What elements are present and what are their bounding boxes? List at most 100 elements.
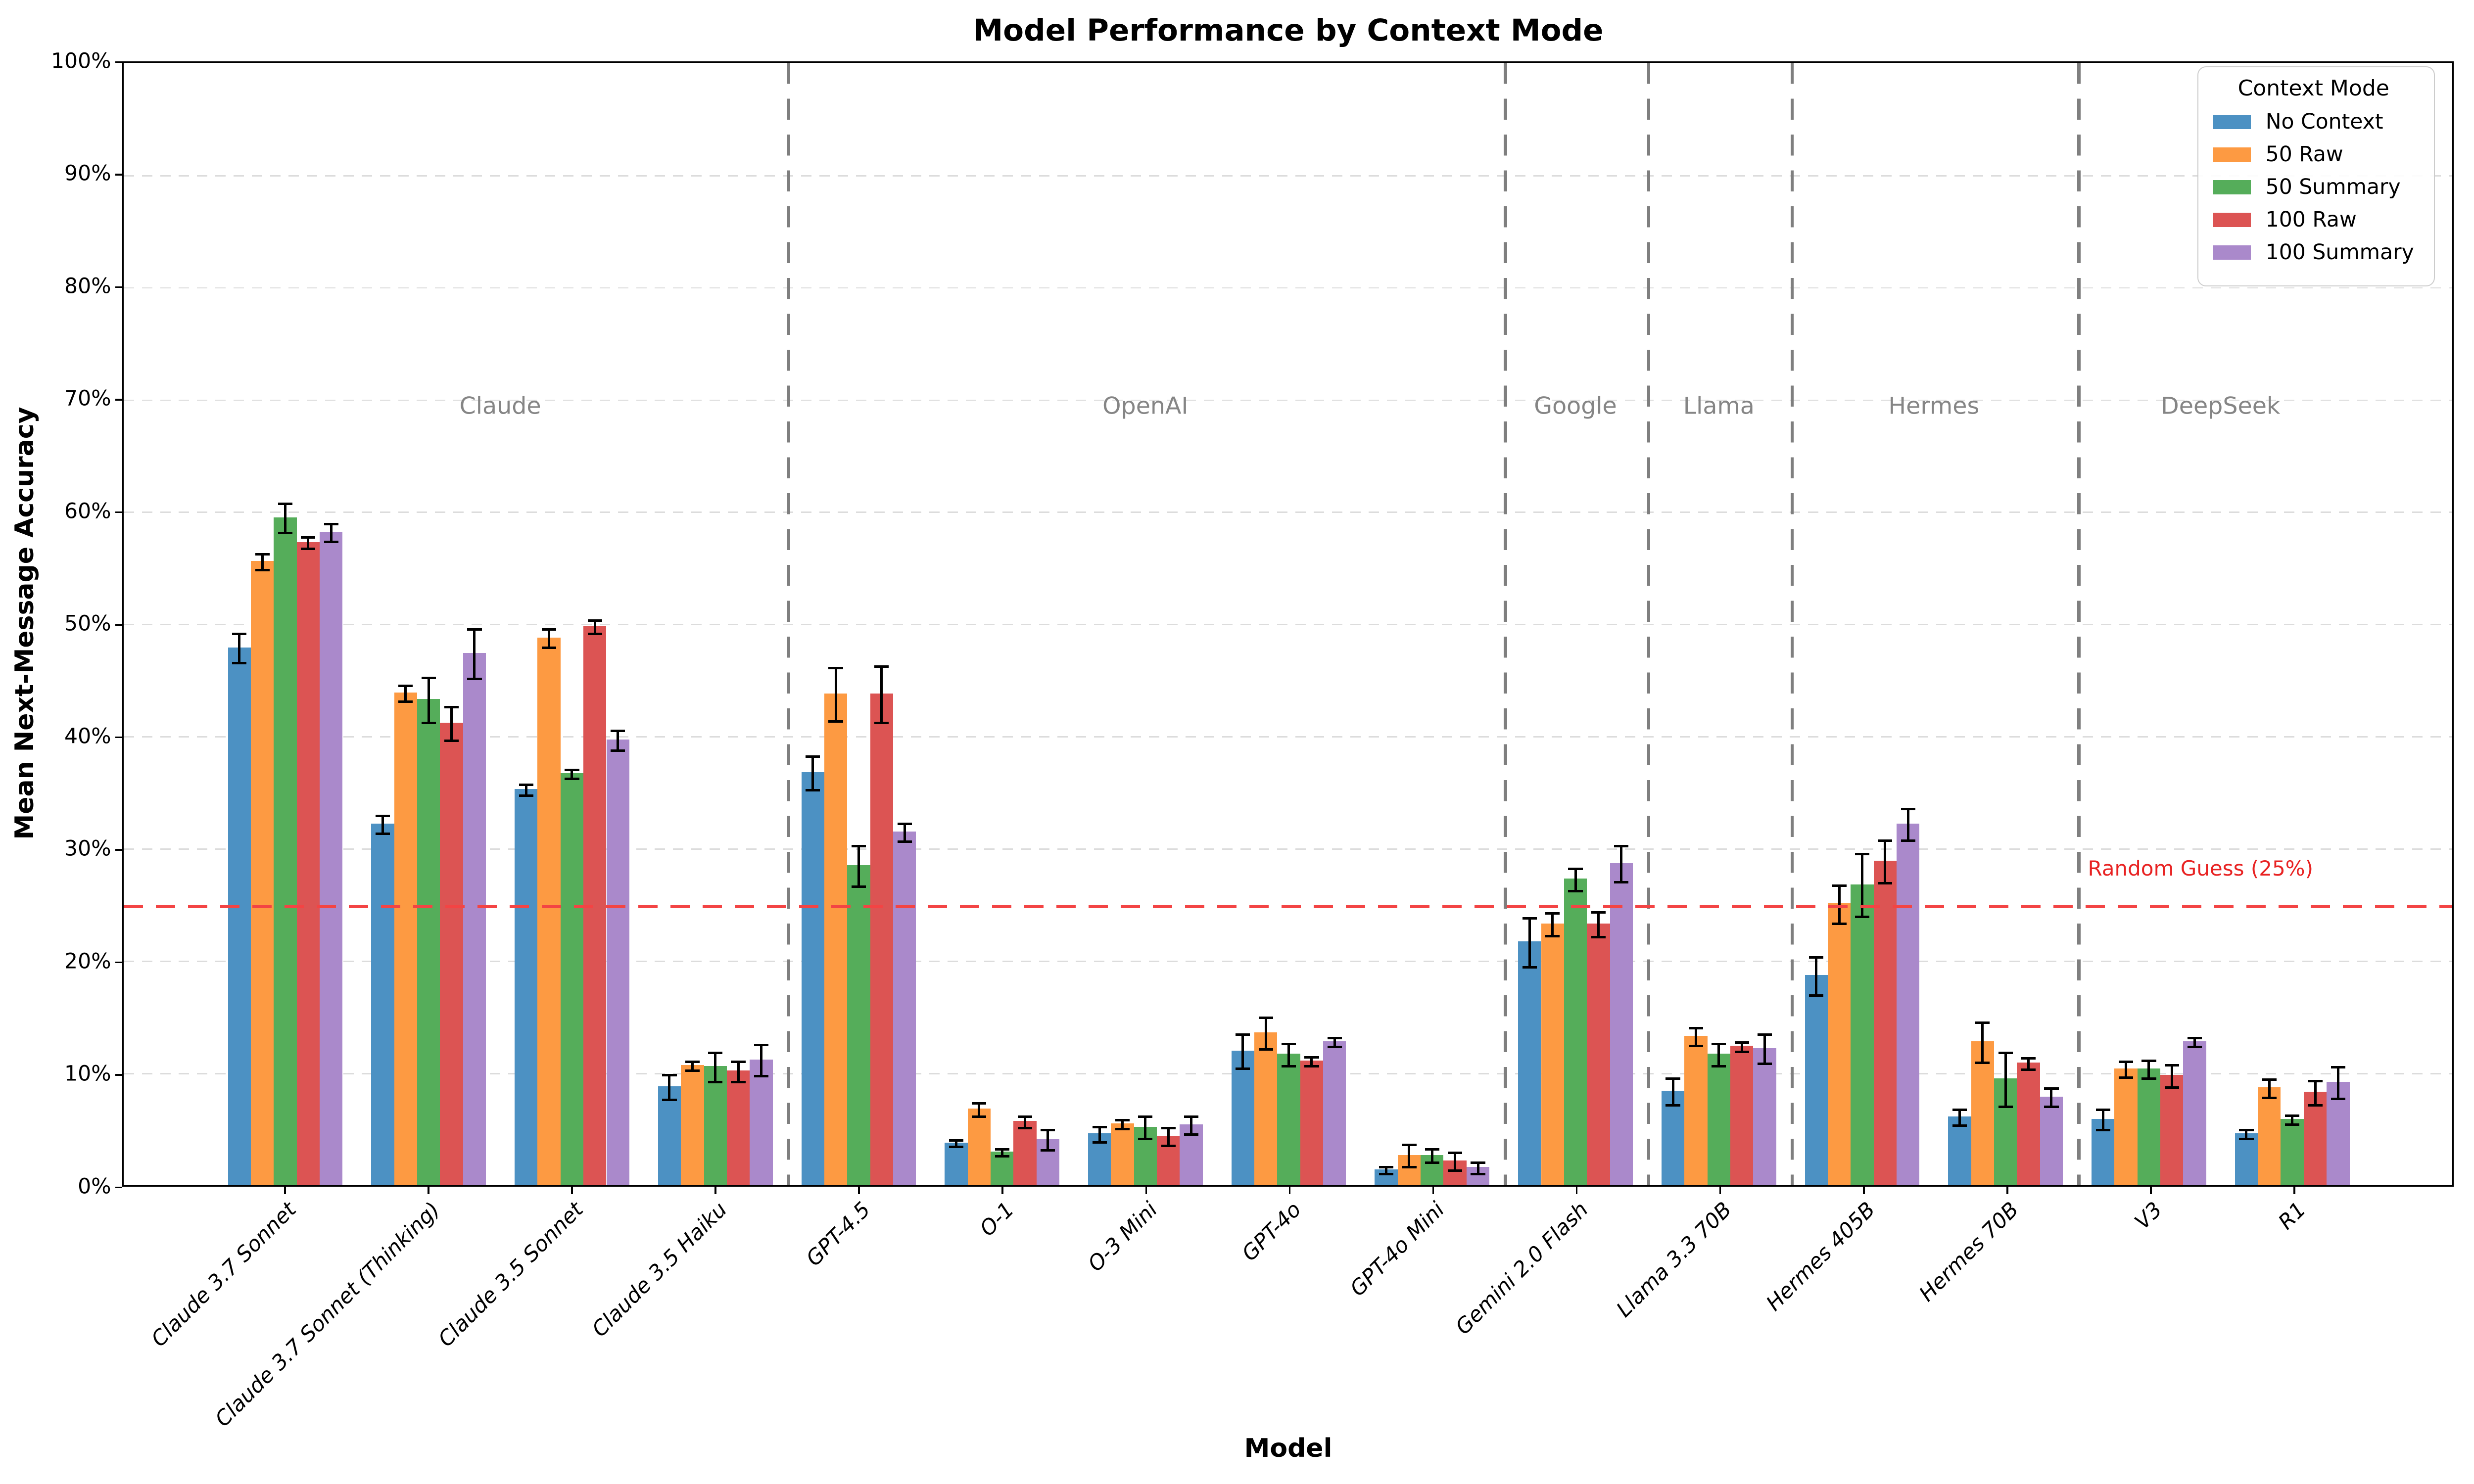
error-bar-cap	[1757, 1033, 1772, 1036]
bar	[1971, 1041, 1995, 1185]
error-bar-cap	[587, 619, 602, 622]
vendor-separator	[1790, 62, 1794, 1185]
legend-swatch	[2213, 245, 2251, 260]
error-bar-cap	[1425, 1148, 1439, 1151]
bar	[1231, 1050, 1255, 1185]
error-bar-cap	[467, 678, 482, 681]
error-bar-line	[2027, 1057, 2030, 1068]
error-bar-cap	[519, 794, 533, 797]
error-bar-cap	[2044, 1087, 2059, 1090]
error-bar-cap	[2262, 1096, 2277, 1099]
bar	[1730, 1046, 1754, 1185]
vendor-group-label: Google	[1534, 392, 1617, 420]
error-bar-cap	[1041, 1129, 1055, 1132]
error-bar-cap	[255, 569, 270, 572]
gridline	[124, 624, 2452, 626]
error-bar-cap	[1614, 881, 1629, 883]
error-bar-cap	[1282, 1042, 1296, 1045]
error-bar-cap	[1591, 911, 1606, 914]
bar	[320, 532, 343, 1185]
error-bar-line	[2268, 1078, 2271, 1097]
error-bar-line	[880, 665, 883, 722]
error-bar-cap	[1568, 890, 1583, 893]
error-bar-line	[1000, 1148, 1003, 1155]
error-bar-cap	[1115, 1128, 1130, 1131]
error-bar-cap	[1379, 1172, 1394, 1175]
error-bar-line	[2125, 1060, 2128, 1076]
y-tick-label: 30%	[64, 836, 111, 861]
error-bar-line	[261, 553, 264, 569]
error-bar-cap	[2308, 1104, 2323, 1107]
error-bar-cap	[1402, 1143, 1417, 1146]
bar	[1707, 1054, 1730, 1185]
bar	[2017, 1063, 2040, 1185]
error-bar-line	[1098, 1125, 1101, 1142]
error-bar-cap	[1092, 1125, 1107, 1128]
error-bar-line	[2004, 1051, 2007, 1106]
error-bar-cap	[1998, 1105, 2013, 1108]
bar	[296, 542, 320, 1185]
error-bar-cap	[1184, 1133, 1199, 1136]
error-bar-cap	[754, 1075, 768, 1078]
error-bar-cap	[2141, 1059, 2156, 1062]
x-tick	[714, 1186, 716, 1194]
x-tick-label: Hermes 405B	[1761, 1198, 1880, 1316]
error-bar-cap	[1832, 884, 1847, 887]
error-bar-line	[617, 729, 619, 750]
error-bar-line	[811, 755, 814, 789]
bar	[1518, 941, 1541, 1185]
y-tick-label: 0%	[78, 1174, 111, 1199]
x-tick	[1862, 1186, 1865, 1194]
error-bar-line	[834, 666, 837, 721]
x-tick	[1432, 1186, 1434, 1194]
error-bar-line	[1740, 1041, 1743, 1051]
x-tick-label: Claude 3.5 Sonnet	[434, 1198, 588, 1352]
error-bar-line	[903, 822, 906, 841]
bar	[440, 722, 463, 1185]
error-bar-line	[284, 503, 287, 532]
bar	[1300, 1060, 1324, 1185]
x-tick-label: Claude 3.7 Sonnet	[146, 1198, 301, 1352]
y-tick-label: 100%	[50, 49, 111, 74]
error-bar-line	[1597, 911, 1600, 936]
error-bar-cap	[1712, 1042, 1726, 1045]
bar	[2114, 1068, 2138, 1185]
error-bar-cap	[1092, 1141, 1107, 1144]
error-bar-cap	[708, 1080, 723, 1083]
y-tick	[115, 849, 122, 851]
error-bar-line	[1574, 867, 1577, 890]
bar	[250, 561, 274, 1185]
error-bar-cap	[2141, 1077, 2156, 1080]
error-bar-cap	[1258, 1017, 1273, 1020]
bar	[228, 647, 251, 1185]
x-tick-label: Claude 3.5 Haiku	[587, 1198, 732, 1343]
error-bar-cap	[1809, 956, 1824, 959]
legend-item: 50 Raw	[2213, 142, 2414, 167]
error-bar-cap	[421, 676, 436, 679]
error-bar-cap	[1757, 1063, 1772, 1066]
error-bar-line	[1190, 1115, 1193, 1134]
bar	[1564, 879, 1587, 1185]
y-tick	[115, 624, 122, 626]
error-bar-cap	[2331, 1097, 2345, 1100]
error-bar-cap	[828, 720, 843, 723]
y-tick	[115, 1186, 122, 1189]
error-bar-cap	[519, 783, 533, 786]
y-tick-label: 10%	[64, 1062, 111, 1086]
bar	[1541, 924, 1564, 1185]
error-bar-cap	[1878, 839, 1893, 842]
error-bar-line	[1333, 1037, 1336, 1046]
error-bar-line	[1024, 1115, 1026, 1127]
error-bar-cap	[874, 665, 889, 668]
error-bar-cap	[1998, 1051, 2013, 1054]
error-bar-cap	[542, 646, 557, 649]
bar	[801, 772, 824, 1185]
legend-item-label: 50 Raw	[2265, 142, 2343, 167]
vendor-separator	[2077, 62, 2081, 1185]
error-bar-line	[1167, 1126, 1170, 1145]
bar	[1610, 863, 1633, 1185]
error-bar-line	[2147, 1059, 2150, 1077]
vendor-group-label: Claude	[459, 392, 541, 420]
error-bar-line	[404, 684, 407, 700]
